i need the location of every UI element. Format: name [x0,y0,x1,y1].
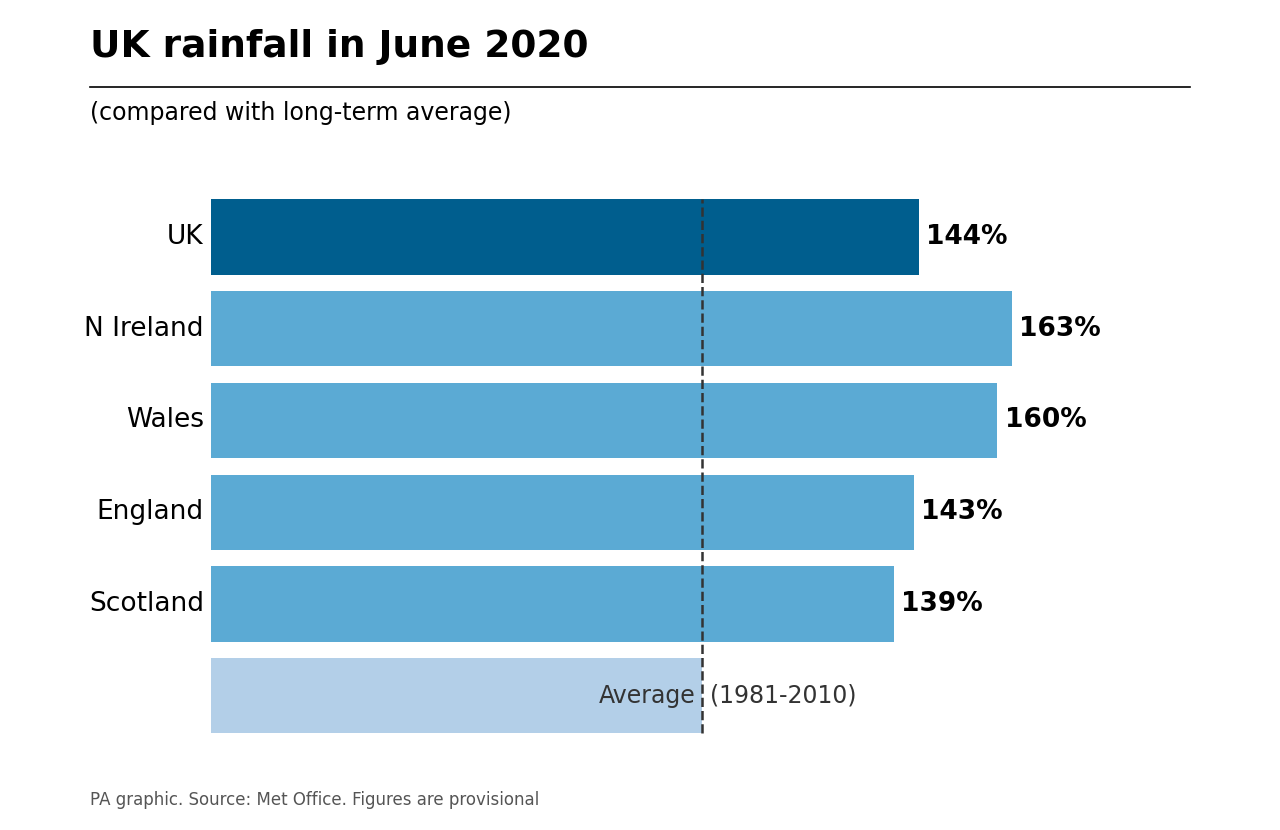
Text: UK: UK [168,224,204,250]
Text: Scotland: Scotland [88,591,204,617]
Text: N Ireland: N Ireland [84,315,204,342]
Text: Average: Average [598,684,695,708]
Bar [211,566,893,642]
Text: UK rainfall in June 2020: UK rainfall in June 2020 [90,29,588,65]
Bar [211,291,1012,366]
Text: 163%: 163% [1019,315,1101,342]
Bar [211,199,919,275]
Text: (compared with long-term average): (compared with long-term average) [90,101,511,125]
Text: (1981-2010): (1981-2010) [710,684,856,708]
Text: PA graphic. Source: Met Office. Figures are provisional: PA graphic. Source: Met Office. Figures … [90,791,539,809]
Bar [211,658,703,733]
Text: England: England [97,499,204,525]
Text: 139%: 139% [901,591,983,617]
Text: 160%: 160% [1005,408,1087,433]
Text: 144%: 144% [925,224,1007,250]
Bar [211,383,997,458]
Text: Wales: Wales [125,408,204,433]
Text: 143%: 143% [922,499,1002,525]
Bar [211,475,914,549]
